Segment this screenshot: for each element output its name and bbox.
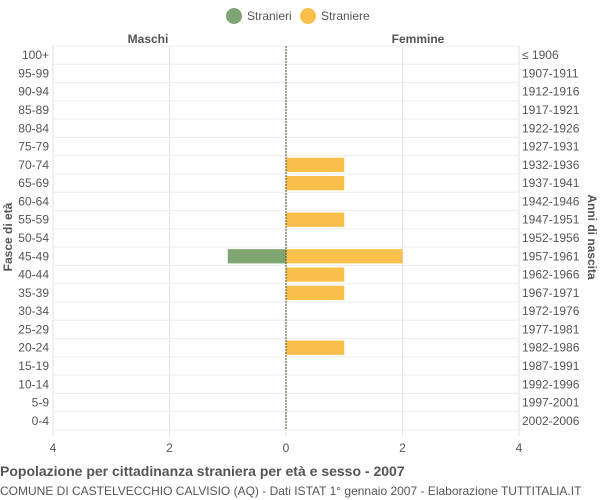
legend-swatch-stranieri	[226, 8, 242, 24]
age-group-label: 100+	[22, 48, 49, 62]
birth-year-label: 1952-1956	[522, 231, 580, 245]
legend-label-stranieri: Stranieri	[247, 9, 292, 23]
birth-year-label: 1917-1921	[522, 103, 580, 117]
population-pyramid-chart: Stranieri Straniere Maschi Femmine 100+ 95…	[1, 8, 599, 455]
age-group-label: 35-39	[18, 286, 49, 300]
age-group-label: 90-94	[18, 85, 49, 99]
age-group-label: 25-29	[18, 322, 49, 336]
age-group-label: 95-99	[18, 66, 49, 80]
age-group-label: 15-19	[18, 359, 49, 373]
age-group-label: 20-24	[18, 341, 49, 355]
birth-year-label: 1972-1976	[522, 304, 580, 318]
chart-subtitle: COMUNE DI CASTELVECCHIO CALVISIO (AQ) - …	[0, 484, 582, 498]
age-group-label: 10-14	[18, 377, 49, 391]
age-group-labels: 100+ 95-99 90-94 85-89 80-84 75-79 70-74 65-69 6…	[18, 48, 49, 428]
birth-year-label: 1982-1986	[522, 341, 580, 355]
birth-year-label: 1997-2001	[522, 396, 580, 410]
age-group-label: 80-84	[18, 121, 49, 135]
age-group-label: 5-9	[32, 396, 50, 410]
age-group-label: 75-79	[18, 140, 49, 154]
birth-year-label: 1942-1946	[522, 194, 580, 208]
x-tick-labels: 4 2 0 2 4	[50, 441, 523, 455]
birth-year-label: 1922-1926	[522, 121, 580, 135]
birth-year-label: 2002-2006	[522, 414, 580, 428]
right-panel-label-femmine: Femmine	[392, 32, 445, 46]
legend-label-straniere: Straniere	[321, 9, 370, 23]
bar-maschi-45-49	[227, 249, 286, 264]
x-tick-label: 4	[516, 441, 523, 455]
legend: Stranieri Straniere	[226, 8, 370, 24]
bar-femmine-65-69	[286, 176, 345, 191]
age-group-label: 40-44	[18, 268, 49, 282]
bar-femmine-55-59	[286, 212, 345, 227]
age-group-label: 0-4	[32, 414, 50, 428]
bar-femmine-40-44	[286, 267, 345, 282]
birth-year-label: 1987-1991	[522, 359, 580, 373]
age-group-label: 55-59	[18, 213, 49, 227]
chart-title: Popolazione per cittadinanza straniera p…	[0, 463, 405, 479]
birth-year-labels: ≤ 1906 1907-1911 1912-1916 1917-1921 1922-19…	[522, 48, 580, 428]
legend-swatch-straniere	[300, 8, 316, 24]
birth-year-label: 1962-1966	[522, 268, 580, 282]
birth-year-label: 1927-1931	[522, 140, 580, 154]
birth-year-label: ≤ 1906	[522, 48, 559, 62]
age-group-label: 85-89	[18, 103, 49, 117]
y-axis-title-left: Fasce di età	[1, 202, 15, 271]
bar-femmine-35-39	[286, 285, 345, 300]
age-group-label: 70-74	[18, 158, 49, 172]
bar-femmine-45-49	[286, 249, 403, 264]
birth-year-label: 1907-1911	[522, 66, 579, 80]
left-panel-label-maschi: Maschi	[128, 32, 169, 46]
bar-femmine-70-74	[286, 157, 345, 172]
birth-year-label: 1912-1916	[522, 85, 580, 99]
x-tick-label: 4	[50, 441, 57, 455]
birth-year-label: 1957-1961	[522, 249, 580, 263]
birth-year-label: 1947-1951	[522, 213, 580, 227]
age-group-label: 50-54	[18, 231, 49, 245]
bars	[227, 157, 403, 355]
birth-year-label: 1977-1981	[522, 322, 580, 336]
age-group-label: 65-69	[18, 176, 49, 190]
bar-femmine-20-24	[286, 340, 345, 355]
x-tick-label: 0	[283, 441, 290, 455]
x-tick-label: 2	[166, 441, 173, 455]
y-axis-title-right: Anni di nascita	[585, 194, 599, 280]
x-tick-label: 2	[399, 441, 406, 455]
age-group-label: 60-64	[18, 194, 49, 208]
birth-year-label: 1937-1941	[522, 176, 580, 190]
birth-year-label: 1967-1971	[522, 286, 580, 300]
birth-year-label: 1932-1936	[522, 158, 580, 172]
age-group-label: 30-34	[18, 304, 49, 318]
age-group-label: 45-49	[18, 249, 49, 263]
birth-year-label: 1992-1996	[522, 377, 580, 391]
